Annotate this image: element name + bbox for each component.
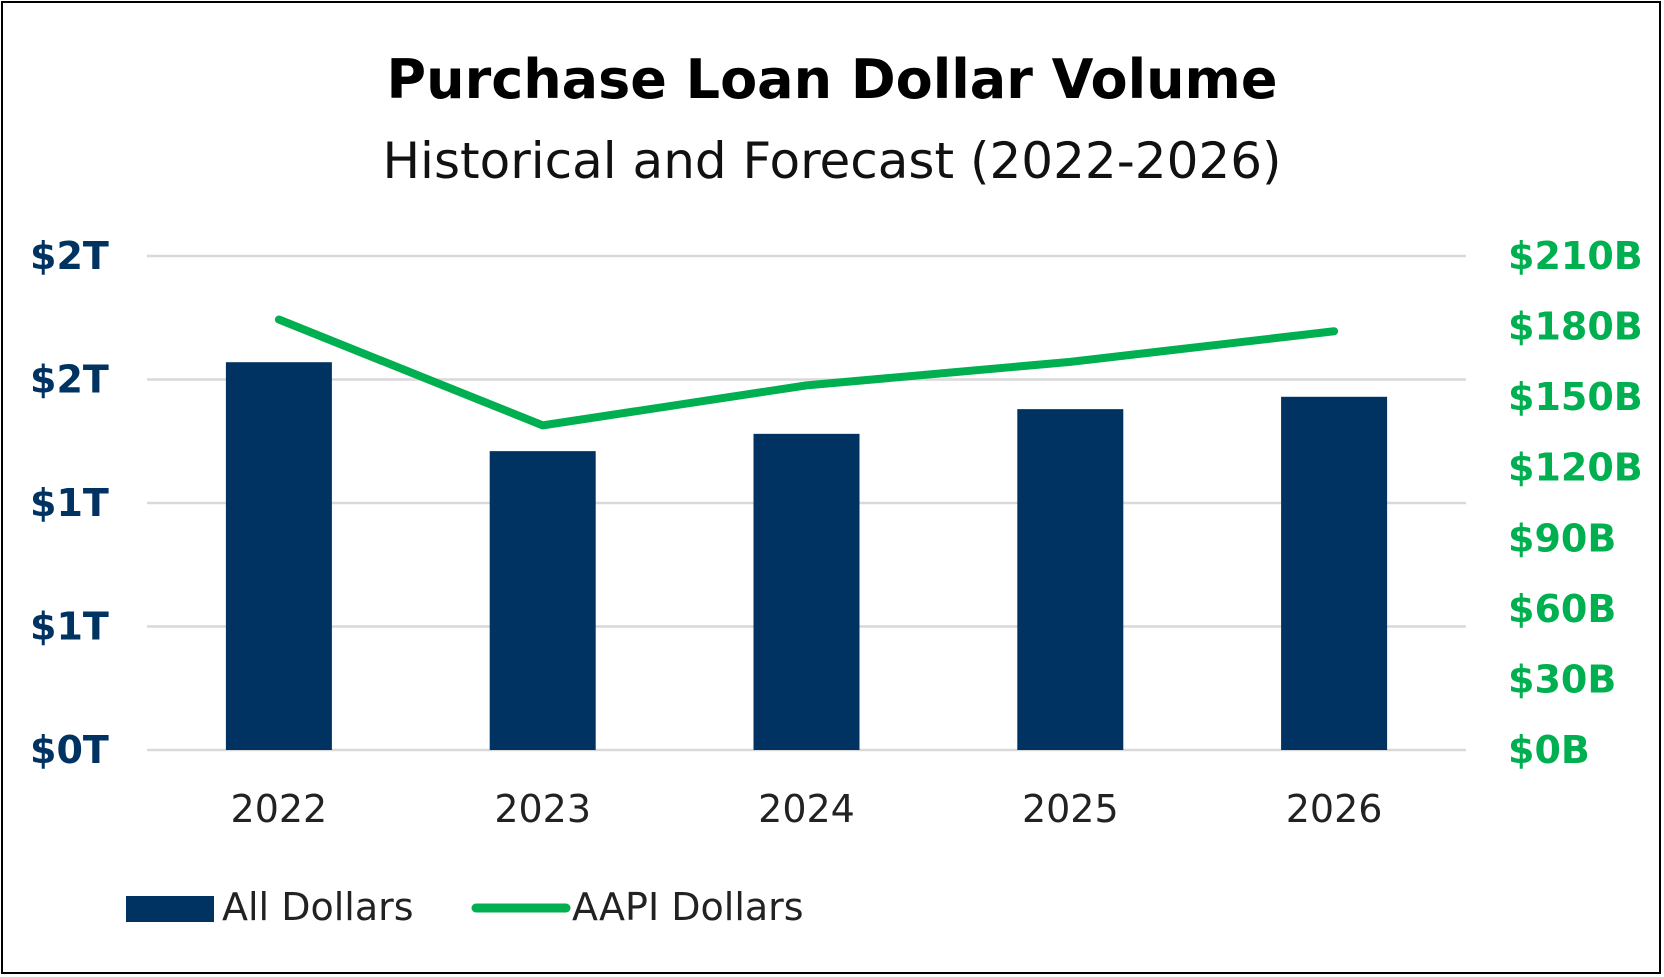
- bar-2025: [1017, 409, 1124, 750]
- bar-series: [225, 362, 1388, 750]
- x-tick-label: 2024: [758, 787, 855, 831]
- left-axis: $0T $1T $1T $2T $2T: [30, 234, 109, 772]
- line-series: [274, 315, 1339, 430]
- line-aapi-dollars: [274, 315, 1339, 430]
- right-tick-label: $90B: [1508, 516, 1616, 560]
- bar-2023: [489, 451, 596, 750]
- chart-title: Purchase Loan Dollar Volume: [387, 48, 1278, 111]
- x-tick-label: 2022: [231, 787, 328, 831]
- left-tick-label: $2T: [30, 358, 109, 402]
- legend: All Dollars AAPI Dollars: [126, 885, 804, 929]
- left-tick-label: $1T: [30, 605, 109, 649]
- right-tick-label: $30B: [1508, 657, 1616, 701]
- x-axis: 2022 2023 2024 2025 2026: [231, 787, 1383, 831]
- right-tick-label: $0B: [1508, 728, 1590, 772]
- left-tick-label: $1T: [30, 481, 109, 525]
- bar-2024: [753, 433, 860, 750]
- x-tick-label: 2026: [1286, 787, 1383, 831]
- legend-label-aapi-dollars: AAPI Dollars: [572, 885, 804, 929]
- x-tick-label: 2025: [1022, 787, 1119, 831]
- bar-2026: [1281, 396, 1388, 750]
- right-tick-label: $60B: [1508, 587, 1616, 631]
- right-tick-label: $120B: [1508, 446, 1643, 490]
- legend-swatch-all-dollars: [126, 896, 214, 922]
- right-tick-label: $180B: [1508, 305, 1643, 349]
- right-tick-label: $150B: [1508, 375, 1643, 419]
- left-tick-label: $0T: [30, 728, 109, 772]
- right-tick-label: $210B: [1508, 234, 1643, 278]
- bar-2022: [225, 362, 332, 750]
- left-tick-label: $2T: [30, 234, 109, 278]
- x-tick-label: 2023: [494, 787, 591, 831]
- right-axis: $0B $30B $60B $90B $120B $150B $180B $210B: [1508, 234, 1643, 772]
- legend-label-all-dollars: All Dollars: [222, 885, 414, 929]
- chart-subtitle: Historical and Forecast (2022-2026): [382, 132, 1281, 190]
